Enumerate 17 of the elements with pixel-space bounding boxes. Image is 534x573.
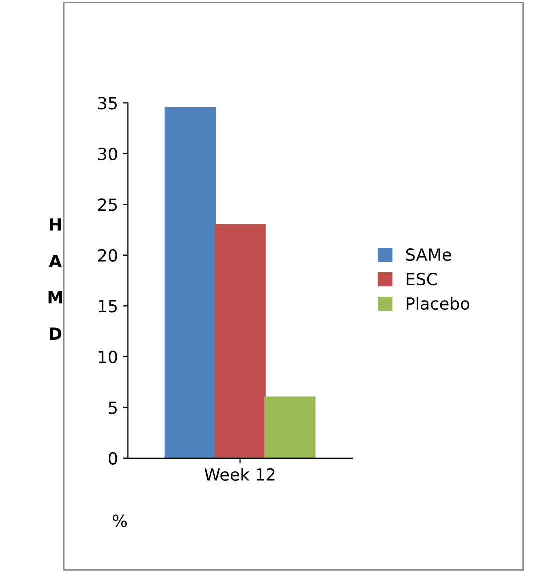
bar (214, 224, 266, 458)
y-tick-label: 20 (98, 249, 118, 262)
y-tick-label: 0 (108, 452, 118, 465)
y-tick-label: 25 (98, 198, 117, 212)
legend-label: ESC (406, 273, 438, 286)
legend-label: SAMe (406, 248, 452, 262)
y-tick-label: 30 (98, 148, 118, 160)
bar (264, 396, 316, 458)
text: HAMD (48, 218, 62, 340)
y-tick-label: 15 (99, 300, 117, 313)
y-tick-label: 10 (99, 350, 118, 364)
y-tick-label: 35 (98, 97, 117, 110)
bar (164, 108, 216, 458)
legend-label: Placebo (406, 297, 470, 310)
x-tick-label: Week 12 (204, 468, 275, 482)
text: % (113, 514, 128, 528)
y-tick-label: 5 (109, 402, 117, 414)
